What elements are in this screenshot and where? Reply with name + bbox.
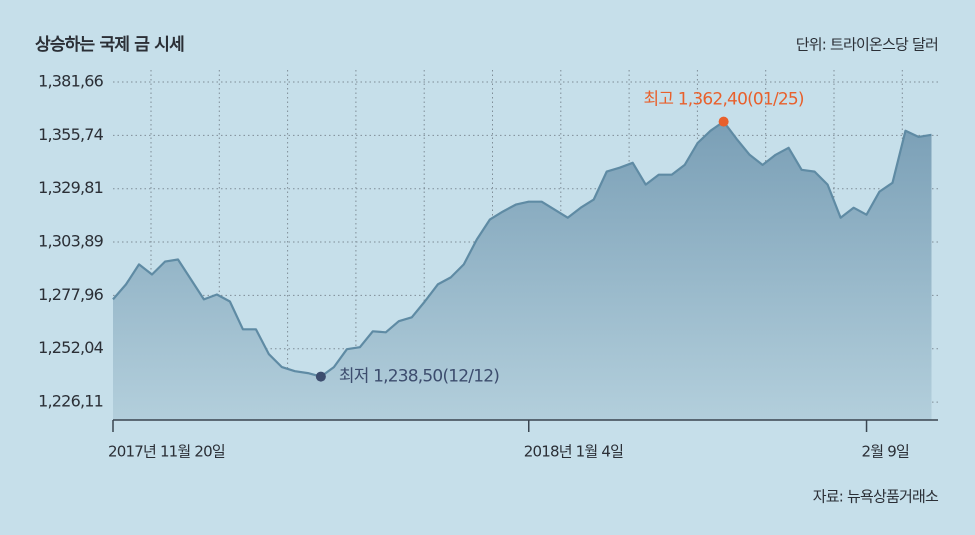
y-tick-label: 1,329,81 [38,178,103,197]
x-tick-label: 2018년 1월 4일 [524,443,623,461]
high-label: 최고 1,362,40(01/25) [644,90,804,110]
y-tick-label: 1,381,66 [38,72,103,91]
y-tick-label: 1,303,89 [38,232,103,251]
area [113,121,932,420]
low-label: 최저 1,238,50(12/12) [339,367,499,387]
y-tick-label: 1,277,96 [38,285,103,304]
y-tick-label: 1,355,74 [38,125,103,144]
high-marker [718,116,729,127]
y-tick-label: 1,226,11 [38,392,103,411]
source-label: 자료: 뉴욕상품거래소 [813,488,939,506]
x-tick-label: 2017년 11월 20일 [108,443,225,461]
low-marker [315,371,326,382]
x-tick-label: 2월 9일 [862,443,909,461]
y-tick-label: 1,252,04 [38,338,103,357]
line [112,120,932,378]
unit-label: 단위: 트라이온스당 달러 [796,36,938,54]
chart-title: 상승하는 국제 금 시세 [35,35,184,55]
